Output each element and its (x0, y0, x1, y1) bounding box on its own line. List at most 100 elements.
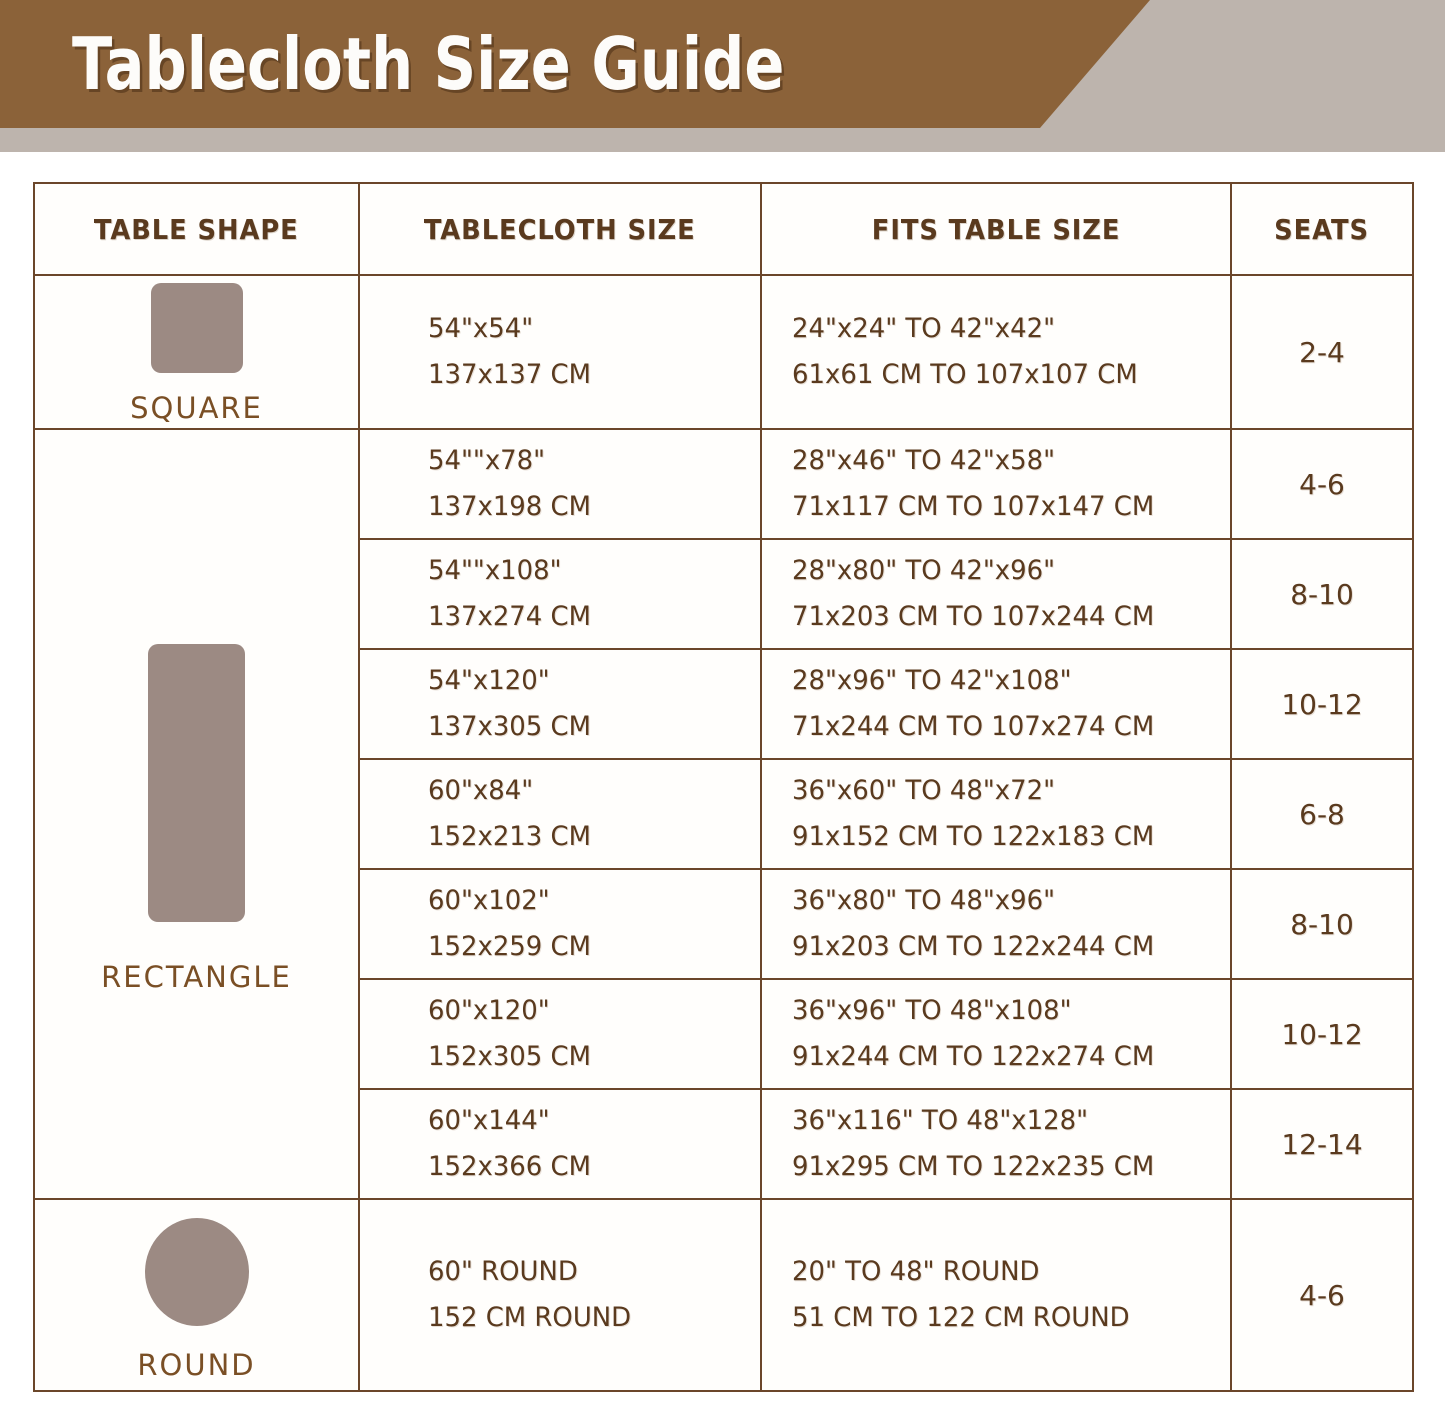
tablecloth-size-cm: 152 CM ROUND (428, 1302, 632, 1333)
tablecloth-size-lines: 60"x144" 152x366 CM (360, 1090, 760, 1198)
seats-cell: 4-6 (1230, 1198, 1414, 1392)
page-header: Tablecloth Size Guide (0, 0, 1445, 152)
tablecloth-size-inches: 54"x120" (428, 665, 550, 696)
tablecloth-size-lines: 60" ROUND 152 CM ROUND (360, 1241, 760, 1349)
tablecloth-size-inches: 54""x78" (428, 445, 546, 476)
size-guide-table-wrapper: TABLE SHAPE TABLECLOTH SIZE FITS TABLE S… (33, 182, 1414, 1392)
tablecloth-size-cell: 60"x144" 152x366 CM (358, 1088, 762, 1200)
tablecloth-size-cell: 54""x108" 137x274 CM (358, 538, 762, 650)
tablecloth-size-lines: 54""x108" 137x274 CM (360, 540, 760, 648)
tablecloth-size-lines: 54""x78" 137x198 CM (360, 430, 760, 538)
table-row: 60"x120" 152x305 CM 36"x96" TO 48"x108" … (34, 978, 1414, 1090)
tablecloth-size-cm: 137x198 CM (428, 491, 591, 522)
tablecloth-size-cell: 60"x84" 152x213 CM (358, 758, 762, 870)
fits-table-size-cell: 28"x46" TO 42"x58" 71x117 CM TO 107x147 … (760, 428, 1232, 540)
tablecloth-size-inches: 60"x102" (428, 885, 550, 916)
tablecloth-size-inches: 54""x108" (428, 555, 562, 586)
fits-table-size-inches: 24"x24" TO 42"x42" (792, 313, 1056, 344)
column-header-tablecloth-size: TABLECLOTH SIZE (358, 182, 762, 276)
tablecloth-size-inches: 60"x84" (428, 775, 534, 806)
fits-table-size-cm: 91x152 CM TO 122x183 CM (792, 821, 1155, 852)
tablecloth-size-cm: 152x259 CM (428, 931, 591, 962)
rounded-rectangle-shape-icon (148, 644, 245, 922)
fits-table-size-cm: 91x295 CM TO 122x235 CM (792, 1151, 1155, 1182)
table-row: ROUND 60" ROUND 152 CM ROUND 20" TO 48" … (33, 1198, 1414, 1392)
fits-table-size-lines: 28"x46" TO 42"x58" 71x117 CM TO 107x147 … (762, 430, 1230, 538)
fits-table-size-lines: 36"x116" TO 48"x128" 91x295 CM TO 122x23… (762, 1090, 1230, 1198)
shape-label-square: SQUARE (130, 391, 263, 425)
shape-label-round: ROUND (137, 1348, 256, 1382)
tablecloth-size-lines: 60"x120" 152x305 CM (360, 980, 760, 1088)
shape-cell-rectangle: RECTANGLE (33, 428, 360, 1200)
tablecloth-size-cm: 152x366 CM (428, 1151, 591, 1182)
column-header-fits-table-size: FITS TABLE SIZE (760, 182, 1232, 276)
seats-cell: 12-14 (1230, 1088, 1414, 1200)
fits-table-size-inches: 36"x60" TO 48"x72" (792, 775, 1056, 806)
fits-table-size-cell: 28"x80" TO 42"x96" 71x203 CM TO 107x244 … (760, 538, 1232, 650)
fits-table-size-cm: 91x203 CM TO 122x244 CM (792, 931, 1155, 962)
fits-table-size-lines: 24"x24" TO 42"x42" 61x61 CM TO 107x107 C… (762, 298, 1230, 406)
fits-table-size-inches: 36"x96" TO 48"x108" (792, 995, 1072, 1026)
table-row: 54""x108" 137x274 CM 28"x80" TO 42"x96" … (34, 538, 1414, 650)
fits-table-size-cell: 36"x80" TO 48"x96" 91x203 CM TO 122x244 … (760, 868, 1232, 980)
fits-table-size-inches: 36"x80" TO 48"x96" (792, 885, 1056, 916)
table-row: RECTANGLE 54""x78" 137x198 CM 28"x46" TO… (33, 428, 1414, 1200)
column-header-seats: SEATS (1230, 182, 1414, 276)
seats-cell: 10-12 (1230, 978, 1414, 1090)
tablecloth-size-cm: 137x305 CM (428, 711, 591, 742)
tablecloth-size-lines: 60"x84" 152x213 CM (360, 760, 760, 868)
tablecloth-size-cell: 60"x102" 152x259 CM (358, 868, 762, 980)
column-header-table-shape-label: TABLE SHAPE (94, 212, 299, 246)
table-row: 60"x144" 152x366 CM 36"x116" TO 48"x128"… (34, 1088, 1414, 1200)
fits-table-size-cm: 71x244 CM TO 107x274 CM (792, 711, 1155, 742)
seats-cell: 2-4 (1230, 274, 1414, 430)
rounded-square-shape-icon (150, 283, 243, 373)
shape-cell-square: SQUARE (33, 274, 360, 430)
tablecloth-size-cell: 54"x54" 137x137 CM (358, 274, 762, 430)
size-guide-table: TABLE SHAPE TABLECLOTH SIZE FITS TABLE S… (33, 182, 1414, 1392)
tablecloth-size-cell: 60" ROUND 152 CM ROUND (358, 1198, 762, 1392)
tablecloth-size-inches: 60"x120" (428, 995, 550, 1026)
shape-cell-round: ROUND (33, 1198, 360, 1392)
table-row: 54"x120" 137x305 CM 28"x96" TO 42"x108" … (34, 648, 1414, 760)
fits-table-size-lines: 28"x96" TO 42"x108" 71x244 CM TO 107x274… (762, 650, 1230, 758)
shape-label-rectangle: RECTANGLE (101, 960, 292, 994)
fits-table-size-cm: 91x244 CM TO 122x274 CM (792, 1041, 1155, 1072)
column-header-seats-label: SEATS (1274, 212, 1370, 246)
fits-table-size-cm: 71x203 CM TO 107x244 CM (792, 601, 1155, 632)
tablecloth-size-inches: 54"x54" (428, 313, 534, 344)
column-header-fits-table-size-label: FITS TABLE SIZE (871, 212, 1121, 246)
column-header-table-shape: TABLE SHAPE (33, 182, 360, 276)
tablecloth-size-lines: 60"x102" 152x259 CM (360, 870, 760, 978)
tablecloth-size-cell: 60"x120" 152x305 CM (358, 978, 762, 1090)
fits-table-size-cm: 71x117 CM TO 107x147 CM (792, 491, 1155, 522)
fits-table-size-cell: 24"x24" TO 42"x42" 61x61 CM TO 107x107 C… (760, 274, 1232, 430)
tablecloth-size-lines: 54"x120" 137x305 CM (360, 650, 760, 758)
fits-table-size-inches: 36"x116" TO 48"x128" (792, 1105, 1088, 1136)
seats-cell: 10-12 (1230, 648, 1414, 760)
table-row: 60"x102" 152x259 CM 36"x80" TO 48"x96" 9… (34, 868, 1414, 980)
fits-table-size-cell: 36"x60" TO 48"x72" 91x152 CM TO 122x183 … (760, 758, 1232, 870)
fits-table-size-inches: 20" TO 48" ROUND (792, 1256, 1040, 1287)
fits-table-size-cell: 28"x96" TO 42"x108" 71x244 CM TO 107x274… (760, 648, 1232, 760)
table-row: SQUARE 54"x54" 137x137 CM 24"x24" TO 42"… (33, 274, 1414, 430)
fits-table-size-lines: 28"x80" TO 42"x96" 71x203 CM TO 107x244 … (762, 540, 1230, 648)
tablecloth-size-cm: 152x213 CM (428, 821, 591, 852)
page-title: Tablecloth Size Guide (72, 22, 785, 106)
tablecloth-size-inches: 60" ROUND (428, 1256, 578, 1287)
fits-table-size-cell: 20" TO 48" ROUND 51 CM TO 122 CM ROUND (760, 1198, 1232, 1392)
column-header-tablecloth-size-label: TABLECLOTH SIZE (424, 212, 696, 246)
fits-table-size-inches: 28"x46" TO 42"x58" (792, 445, 1056, 476)
fits-table-size-inches: 28"x96" TO 42"x108" (792, 665, 1072, 696)
fits-table-size-lines: 36"x80" TO 48"x96" 91x203 CM TO 122x244 … (762, 870, 1230, 978)
circle-shape-icon (144, 1218, 249, 1326)
fits-table-size-cell: 36"x96" TO 48"x108" 91x244 CM TO 122x274… (760, 978, 1232, 1090)
header-banner-shape (0, 0, 1150, 128)
table-row: 60"x84" 152x213 CM 36"x60" TO 48"x72" 91… (34, 758, 1414, 870)
fits-table-size-lines: 36"x60" TO 48"x72" 91x152 CM TO 122x183 … (762, 760, 1230, 868)
fits-table-size-cell: 36"x116" TO 48"x128" 91x295 CM TO 122x23… (760, 1088, 1232, 1200)
tablecloth-size-cm: 137x137 CM (428, 359, 591, 390)
table-header-row: TABLE SHAPE TABLECLOTH SIZE FITS TABLE S… (33, 182, 1414, 276)
fits-table-size-cm: 61x61 CM TO 107x107 CM (792, 359, 1138, 390)
tablecloth-size-cell: 54""x78" 137x198 CM (358, 428, 762, 540)
